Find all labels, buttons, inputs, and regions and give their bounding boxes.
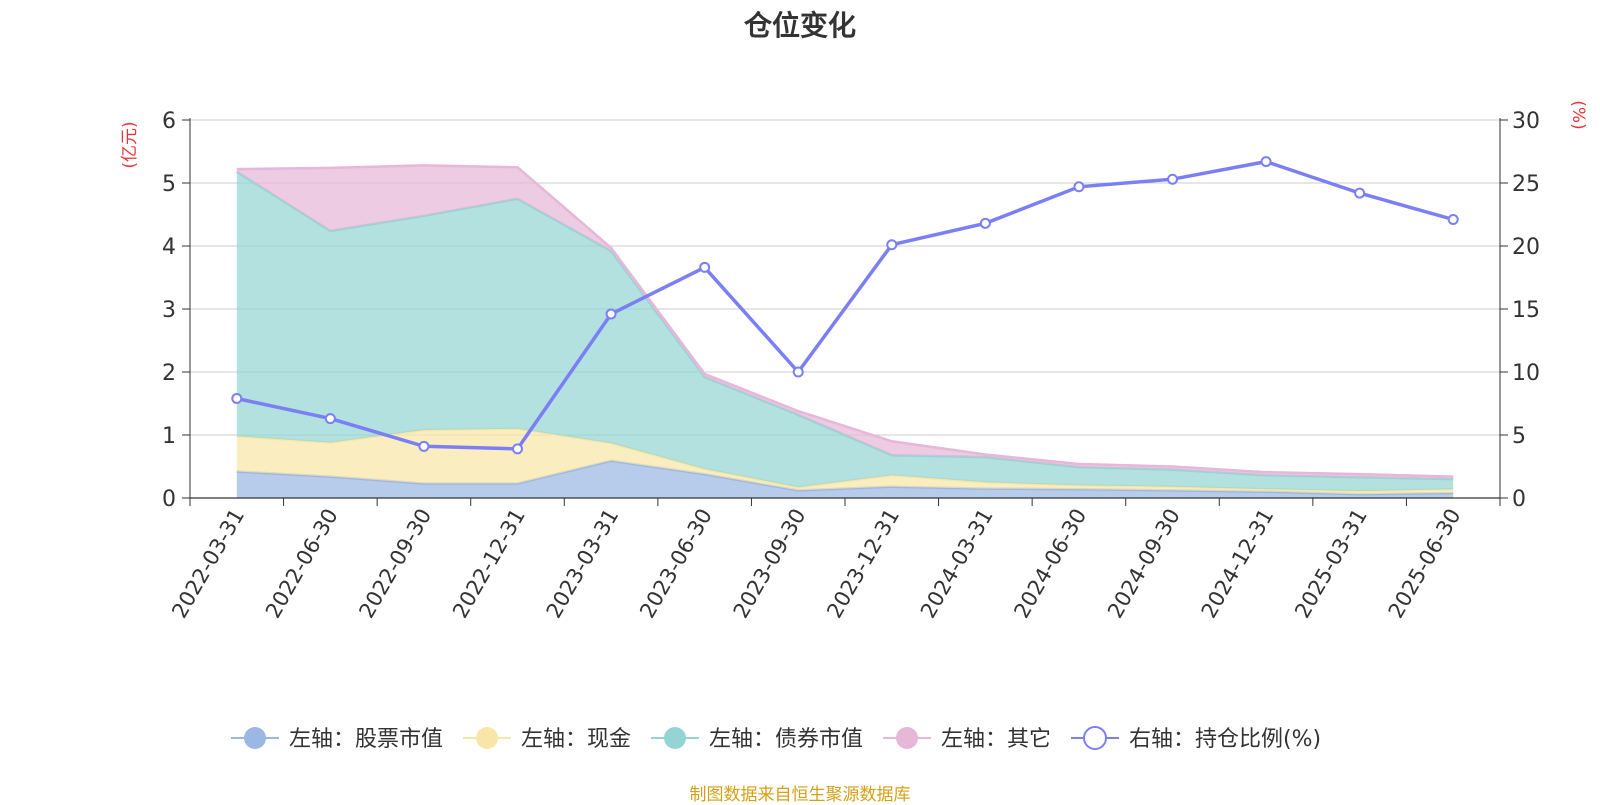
legend-marker <box>476 727 498 749</box>
x-axis-tick-label: 2022-06-30 <box>261 505 343 623</box>
x-axis-tick-label: 2023-09-30 <box>729 505 811 623</box>
legend-marker <box>896 727 918 749</box>
line-point <box>418 440 430 452</box>
line-point <box>512 443 523 455</box>
line-point <box>231 392 243 404</box>
x-axis-tick-label: 2025-06-30 <box>1384 505 1466 623</box>
right-axis-tick-label: 5 <box>1512 424 1526 449</box>
line-series-position-ratio <box>236 159 1454 451</box>
area-series-edge-4 <box>236 164 1454 478</box>
data-source-note: 制图数据来自恒生聚源数据库 <box>689 785 911 805</box>
left-axis-unit: (亿元) <box>120 121 140 168</box>
area-series-1 <box>236 460 1454 498</box>
left-axis-tick-label: 1 <box>162 424 176 449</box>
line-point <box>792 366 804 378</box>
line-point <box>324 413 336 425</box>
x-axis-tick-label: 2023-12-31 <box>822 505 904 623</box>
area-series-2 <box>236 428 1454 495</box>
x-axis-tick-label: 2025-03-31 <box>1290 505 1372 623</box>
right-axis-tick-label: 15 <box>1512 298 1540 323</box>
legend-marker <box>244 727 266 749</box>
x-axis-tick-label: 2022-03-31 <box>167 505 249 623</box>
x-axis-tick-label: 2024-03-31 <box>916 505 998 623</box>
line-point <box>886 239 898 251</box>
right-axis-tick-label: 0 <box>1512 487 1526 512</box>
x-axis-tick-label: 2022-12-31 <box>448 505 530 623</box>
chart-title: 仓位变化 <box>743 9 856 42</box>
left-axis-tick-label: 3 <box>162 298 176 323</box>
area-series-4 <box>236 165 1454 480</box>
legend-label: 左轴：其它 <box>941 727 1051 752</box>
right-axis-tick-label: 25 <box>1512 172 1540 197</box>
x-axis-tick-label: 2022-09-30 <box>354 505 436 623</box>
line-point <box>1447 214 1459 226</box>
legend-marker <box>1083 726 1107 750</box>
legend-label: 左轴：股票市值 <box>289 727 443 752</box>
line-point <box>1167 173 1178 185</box>
x-axis-tick-label: 2024-12-31 <box>1197 505 1279 623</box>
right-axis-tick-label: 10 <box>1512 361 1540 386</box>
line-point <box>1354 187 1366 199</box>
x-axis-tick-label: 2024-09-30 <box>1103 505 1185 623</box>
legend-label: 右轴：持仓比例(%) <box>1129 727 1321 752</box>
legend-label: 左轴：现金 <box>521 727 631 752</box>
left-axis-tick-label: 0 <box>162 487 176 512</box>
legend-label: 左轴：债券市值 <box>709 727 863 752</box>
line-point <box>699 261 711 273</box>
legend-marker <box>664 727 686 749</box>
left-axis-tick-label: 5 <box>162 172 176 197</box>
line-point <box>605 308 617 320</box>
x-axis-tick-label: 2023-03-31 <box>542 505 624 623</box>
right-axis-unit: (%) <box>1568 100 1588 129</box>
x-axis-tick-label: 2023-06-30 <box>635 505 717 623</box>
line-point <box>979 217 991 229</box>
x-axis-tick-label: 2024-06-30 <box>1009 505 1091 623</box>
left-axis-tick-label: 4 <box>162 235 176 260</box>
area-series-3 <box>236 171 1454 492</box>
right-axis-tick-label: 30 <box>1512 109 1540 134</box>
right-axis-tick-label: 20 <box>1512 235 1540 260</box>
line-point <box>1073 181 1085 193</box>
line-point <box>1260 156 1272 168</box>
left-axis-tick-label: 6 <box>162 109 176 134</box>
left-axis-tick-label: 2 <box>162 361 176 386</box>
